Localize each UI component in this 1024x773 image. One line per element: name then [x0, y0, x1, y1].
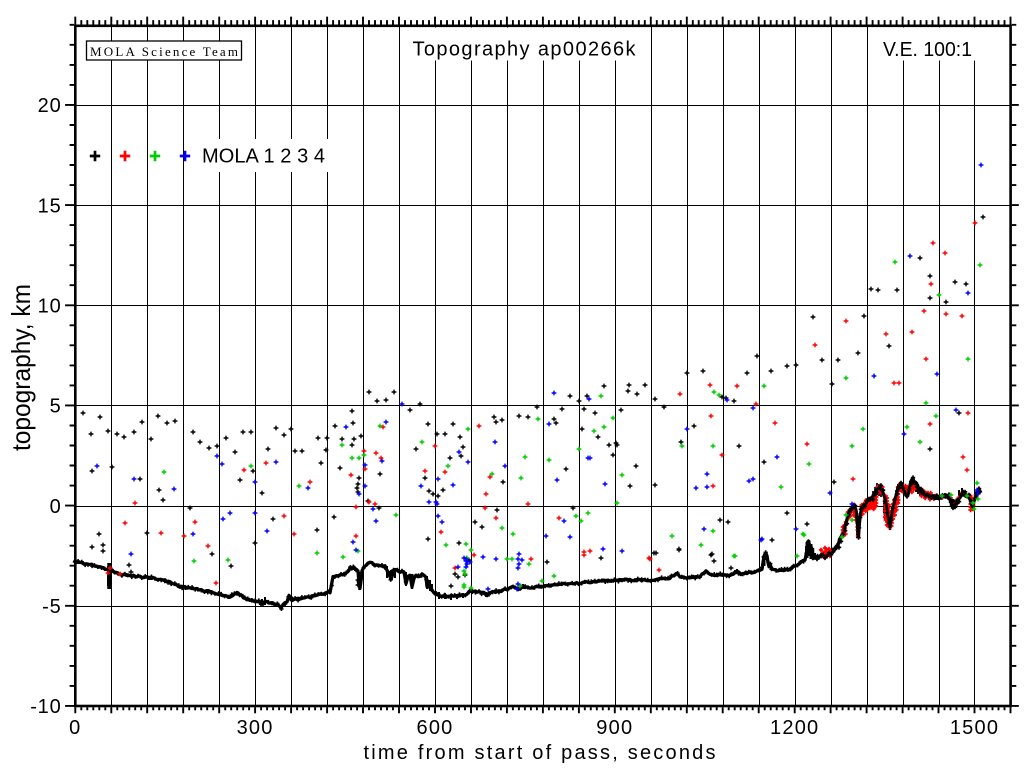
svg-text:MOLA 1 2 3 4: MOLA 1 2 3 4 [202, 146, 325, 168]
svg-text:10: 10 [38, 296, 62, 318]
svg-text:-10: -10 [30, 696, 61, 718]
svg-text:600: 600 [417, 717, 454, 739]
svg-text:MOLA Science Team: MOLA Science Team [90, 44, 238, 59]
svg-text:1500: 1500 [950, 717, 999, 739]
svg-text:5: 5 [50, 396, 62, 418]
svg-text:0: 0 [50, 496, 62, 518]
svg-text:300: 300 [237, 717, 274, 739]
svg-text:900: 900 [596, 717, 633, 739]
svg-text:Topography ap00266k: Topography ap00266k [413, 39, 637, 61]
svg-text:0: 0 [69, 717, 81, 739]
svg-text:20: 20 [38, 95, 62, 117]
svg-text:V.E. 100:1: V.E. 100:1 [883, 39, 972, 61]
svg-text:topography, km: topography, km [6, 284, 36, 451]
svg-text:1200: 1200 [770, 717, 819, 739]
svg-text:-5: -5 [42, 596, 61, 618]
svg-text:time from start of pass, secon: time from start of pass, seconds [364, 742, 716, 764]
svg-text:15: 15 [38, 195, 62, 217]
